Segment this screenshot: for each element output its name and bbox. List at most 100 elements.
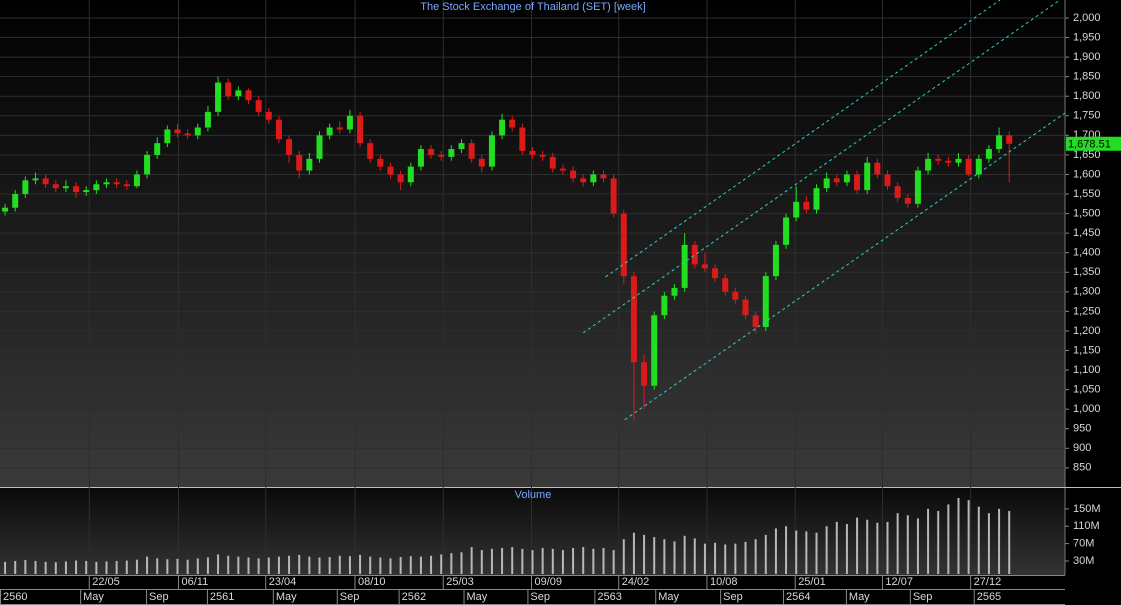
candle-body (945, 160, 952, 163)
volume-bar (734, 543, 737, 574)
y2-tick-label: 30M (1073, 555, 1094, 567)
x2-tick-label: Sep (149, 591, 169, 603)
volume-bar (541, 547, 544, 574)
volume-bar (328, 557, 331, 574)
candle-body (478, 158, 485, 167)
candle-body (103, 182, 110, 185)
volume-bar (288, 555, 291, 574)
volume-bar (551, 548, 554, 574)
candle-body (174, 129, 181, 134)
candle-body (367, 143, 374, 159)
x-tick-label: 08/10 (358, 576, 386, 588)
candle-body (772, 244, 779, 277)
candle-body (133, 174, 140, 187)
volume-bar (166, 559, 169, 574)
candle-body (265, 111, 272, 120)
candle-body (914, 170, 921, 204)
x-tick-label: 06/11 (182, 576, 209, 588)
x2-tick-label: May (276, 591, 297, 603)
volume-bar (4, 561, 7, 574)
volume-bar (64, 561, 67, 574)
candle-body (123, 184, 130, 187)
candle-body (73, 186, 80, 193)
candle-body (935, 158, 942, 161)
volume-bar (24, 560, 27, 574)
volume-bar (531, 550, 534, 574)
x2-tick-label: May (658, 591, 679, 603)
candle-body (417, 149, 424, 167)
volume-bar (206, 557, 209, 574)
candle-body (742, 299, 749, 316)
candle-body (732, 291, 739, 300)
candle-body (722, 278, 729, 292)
volume-bar (450, 553, 453, 574)
y-tick-label: 1,900 (1073, 51, 1101, 63)
candle-body (326, 127, 333, 136)
volume-bar (1008, 511, 1011, 574)
volume-bar (409, 556, 412, 574)
candle-body (975, 158, 982, 175)
volume-bar (835, 521, 838, 574)
candle-body (428, 149, 435, 155)
volume-bar (643, 534, 646, 574)
x-tick-label: 25/01 (798, 576, 826, 588)
y-tick-label: 850 (1073, 462, 1091, 474)
candle-body (712, 268, 719, 279)
x-tick-label: 24/02 (622, 576, 650, 588)
candle-body (874, 162, 881, 175)
trend-line (605, 0, 1001, 278)
candle-body (458, 143, 465, 150)
volume-bar (724, 544, 727, 574)
axis-panel (1065, 0, 1121, 575)
y-tick-label: 1,550 (1073, 188, 1101, 200)
x-tick-label: 12/07 (885, 576, 913, 588)
y-tick-label: 1,750 (1073, 110, 1101, 122)
candle-body (681, 244, 688, 288)
x-tick-label: 27/12 (974, 576, 1002, 588)
candle-body (286, 139, 293, 155)
candle-body (752, 315, 759, 328)
volume-bar (156, 558, 159, 574)
volume-bar (176, 558, 179, 574)
candle-body (965, 158, 972, 175)
x2-tick-label: May (467, 591, 488, 603)
candle-body (955, 158, 962, 163)
candle-body (691, 244, 698, 265)
volume-bar (470, 547, 473, 574)
volume-bar (227, 555, 230, 574)
volume-bar (815, 532, 818, 574)
volume-bar (75, 560, 78, 574)
volume-bar (318, 557, 321, 574)
candle-body (630, 276, 637, 363)
volume-bar (998, 508, 1001, 574)
volume-bar (379, 557, 382, 574)
x2-tick-label: 2562 (402, 591, 426, 603)
volume-bar (196, 558, 199, 574)
y-tick-label: 1,300 (1073, 286, 1101, 298)
volume-bar (419, 556, 422, 574)
candle-body (93, 184, 100, 191)
candle-body (468, 143, 475, 159)
candle-body (448, 149, 455, 157)
candle-body (22, 180, 29, 195)
volume-bar (785, 526, 788, 574)
candle-body (925, 158, 932, 171)
candle-body (387, 166, 394, 175)
candle-body (701, 264, 708, 269)
volume-bar (105, 561, 108, 574)
candle-body (641, 362, 648, 386)
volume-bar (987, 513, 990, 574)
volume-bar (561, 550, 564, 574)
volume-bar (389, 558, 392, 574)
last-price-label: 1,678.51 (1068, 139, 1111, 151)
candle-body (336, 127, 343, 130)
volume-bar (135, 559, 138, 574)
volume-bar (703, 543, 706, 574)
volume-bar (440, 554, 443, 574)
x-tick-label: 09/09 (534, 576, 562, 588)
volume-bar (430, 555, 433, 574)
volume-bar (632, 532, 635, 574)
volume-bar (217, 554, 220, 574)
volume-bar (582, 547, 585, 574)
